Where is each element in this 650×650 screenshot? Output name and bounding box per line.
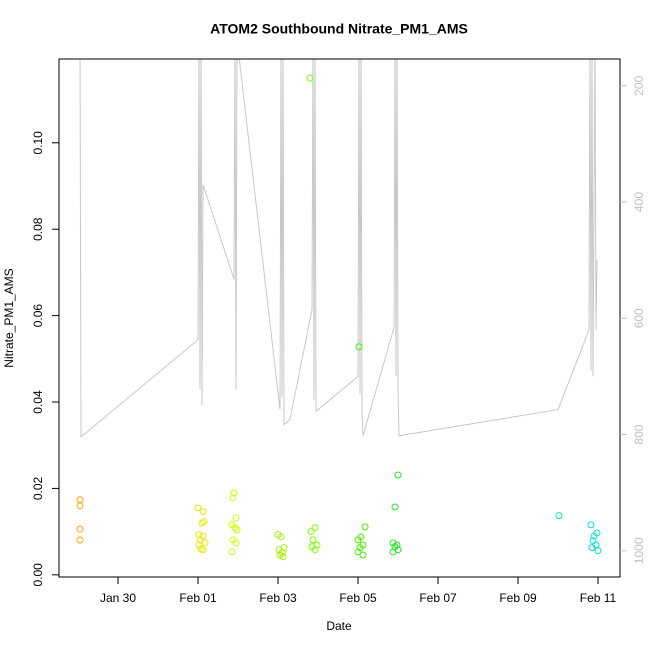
data-point xyxy=(355,343,363,351)
y-tick-label: 0.08 xyxy=(31,217,45,241)
altitude-line xyxy=(79,59,598,438)
data-point xyxy=(307,528,315,536)
line-layer xyxy=(79,59,598,438)
points-layer xyxy=(76,74,602,561)
data-point xyxy=(555,512,563,520)
data-point xyxy=(230,489,238,497)
x-tick-label: Feb 07 xyxy=(419,591,457,605)
data-point xyxy=(309,536,317,544)
y2-tick-label: 400 xyxy=(632,192,646,212)
data-point xyxy=(311,524,319,532)
x-axis-label: Date xyxy=(326,619,352,633)
data-point xyxy=(277,533,285,541)
y2-tick-label: 1000 xyxy=(632,537,646,564)
data-point xyxy=(229,494,237,502)
y-tick-label: 0.02 xyxy=(31,476,45,500)
data-point xyxy=(198,519,206,527)
y-tick-label: 0.06 xyxy=(31,304,45,328)
data-point xyxy=(361,523,369,531)
data-point xyxy=(196,536,204,544)
data-point xyxy=(195,541,203,549)
data-point xyxy=(232,539,240,547)
data-point xyxy=(76,502,84,510)
data-point xyxy=(588,544,596,552)
x-tick-label: Feb 09 xyxy=(499,591,537,605)
y2-tick-label: 600 xyxy=(632,308,646,328)
data-point xyxy=(231,524,239,532)
data-point xyxy=(232,514,240,522)
data-point xyxy=(587,521,595,529)
y-tick-label: 0.10 xyxy=(31,131,45,155)
x-tick-label: Feb 05 xyxy=(339,591,377,605)
data-point xyxy=(389,539,397,547)
data-point xyxy=(199,508,207,516)
data-point xyxy=(354,548,362,556)
y-axis-label: Nitrate_PM1_AMS xyxy=(2,268,16,367)
data-point xyxy=(391,503,399,511)
data-point xyxy=(76,536,84,544)
data-point xyxy=(228,548,236,556)
data-point xyxy=(194,504,202,512)
y-tick-label: 0.04 xyxy=(31,390,45,414)
data-point xyxy=(279,553,287,561)
data-point xyxy=(201,539,209,547)
data-point xyxy=(233,526,241,534)
data-point xyxy=(278,549,286,557)
data-point xyxy=(76,525,84,533)
y-tick-label: 0.00 xyxy=(31,563,45,587)
data-point xyxy=(200,518,208,526)
data-point xyxy=(393,541,401,549)
chart-title: ATOM2 Southbound Nitrate_PM1_AMS xyxy=(210,21,468,37)
data-point xyxy=(199,546,207,554)
data-point xyxy=(394,471,402,479)
x-tick-label: Feb 11 xyxy=(580,591,617,605)
data-point xyxy=(354,536,362,544)
data-point xyxy=(356,544,364,552)
x-tick-label: Feb 01 xyxy=(179,591,217,605)
data-point xyxy=(590,532,598,540)
data-point xyxy=(389,548,397,556)
x-tick-label: Jan 30 xyxy=(100,591,136,605)
data-point xyxy=(311,546,319,554)
y2-tick-label: 800 xyxy=(632,424,646,444)
data-point xyxy=(594,547,602,555)
data-point xyxy=(195,531,203,539)
x-tick-label: Feb 03 xyxy=(259,591,297,605)
data-point xyxy=(359,551,367,559)
data-point xyxy=(306,74,314,82)
y2-tick-label: 200 xyxy=(632,75,646,95)
